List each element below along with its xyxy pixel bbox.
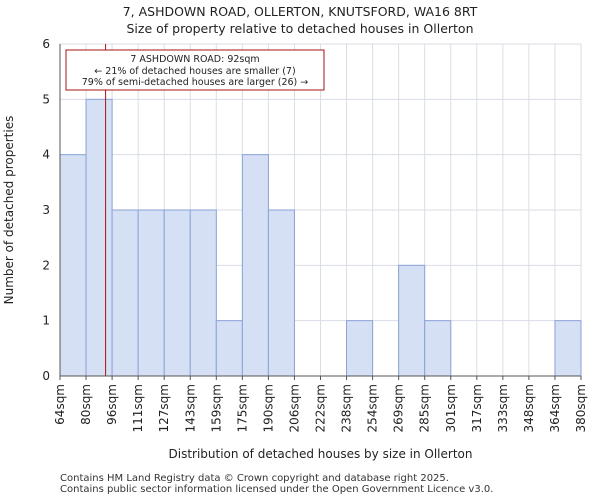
x-tick-label: 143sqm — [183, 384, 197, 432]
y-tick-label: 5 — [42, 92, 50, 106]
x-tick-label: 96sqm — [105, 384, 119, 425]
y-tick-label: 6 — [42, 37, 50, 51]
axes: 0 1 2 3 4 5 6 64sqm 80sqm 96sqm 111sqm 127sqm 143sqm… — [42, 37, 588, 432]
x-tick-label: 301sqm — [444, 384, 458, 432]
x-tick-label: 159sqm — [209, 384, 223, 432]
histogram-bar — [85, 98, 113, 377]
histogram-bar — [554, 320, 582, 377]
histogram-bar — [241, 154, 269, 377]
annotation-line-3: 79% of semi-detached houses are larger (… — [82, 77, 309, 88]
x-tick-label: 111sqm — [131, 384, 145, 432]
y-tick-label: 4 — [42, 148, 50, 162]
y-tick-label: 3 — [42, 203, 50, 217]
x-tick-label: 364sqm — [548, 384, 562, 432]
histogram-bar — [267, 209, 295, 377]
chart-subtitle: Size of property relative to detached ho… — [126, 21, 474, 36]
histogram-bar — [163, 209, 191, 377]
x-tick-label: 175sqm — [235, 384, 249, 432]
y-tick-label: 2 — [42, 258, 50, 272]
histogram-bar — [346, 320, 374, 377]
chart-title: 7, ASHDOWN ROAD, OLLERTON, KNUTSFORD, WA… — [122, 4, 478, 19]
footer-attribution-1: Contains HM Land Registry data © Crown c… — [60, 473, 449, 484]
x-tick-label: 206sqm — [287, 384, 301, 432]
x-tick-label: 222sqm — [314, 384, 328, 432]
bars — [59, 98, 582, 377]
histogram-bar — [424, 320, 452, 377]
annotation-box — [65, 49, 325, 91]
histogram-bar — [215, 320, 243, 377]
x-tick-label: 333sqm — [496, 384, 510, 432]
x-tick-label: 348sqm — [522, 384, 536, 432]
x-tick-label: 317sqm — [470, 384, 484, 432]
histogram-bar — [59, 154, 87, 377]
x-axis-label: Distribution of detached houses by size … — [169, 447, 473, 461]
x-tick-label: 238sqm — [340, 384, 354, 432]
histogram-bar — [137, 209, 165, 377]
y-tick-label: 0 — [42, 369, 50, 383]
x-tick-label: 285sqm — [418, 384, 432, 432]
x-tick-label: 80sqm — [79, 384, 93, 425]
histogram-bar — [398, 264, 426, 377]
x-tick-label: 380sqm — [574, 384, 588, 432]
x-tick-label: 64sqm — [53, 384, 67, 425]
footer-attribution-2: Contains public sector information licen… — [60, 484, 494, 495]
marker: 7 ASHDOWN ROAD: 92sqm ← 21% of detached … — [65, 44, 325, 376]
annotation-line-2: ← 21% of detached houses are smaller (7) — [94, 66, 295, 77]
histogram-bar — [189, 209, 217, 377]
annotation-line-1: 7 ASHDOWN ROAD: 92sqm — [130, 54, 259, 65]
histogram-bar — [111, 209, 139, 377]
x-tick-label: 127sqm — [157, 384, 171, 432]
y-axis-label: Number of detached properties — [2, 116, 16, 305]
y-tick-label: 1 — [42, 314, 50, 328]
x-tick-label: 190sqm — [261, 384, 275, 432]
x-tick-label: 269sqm — [392, 384, 406, 432]
x-tick-label: 254sqm — [366, 384, 380, 432]
